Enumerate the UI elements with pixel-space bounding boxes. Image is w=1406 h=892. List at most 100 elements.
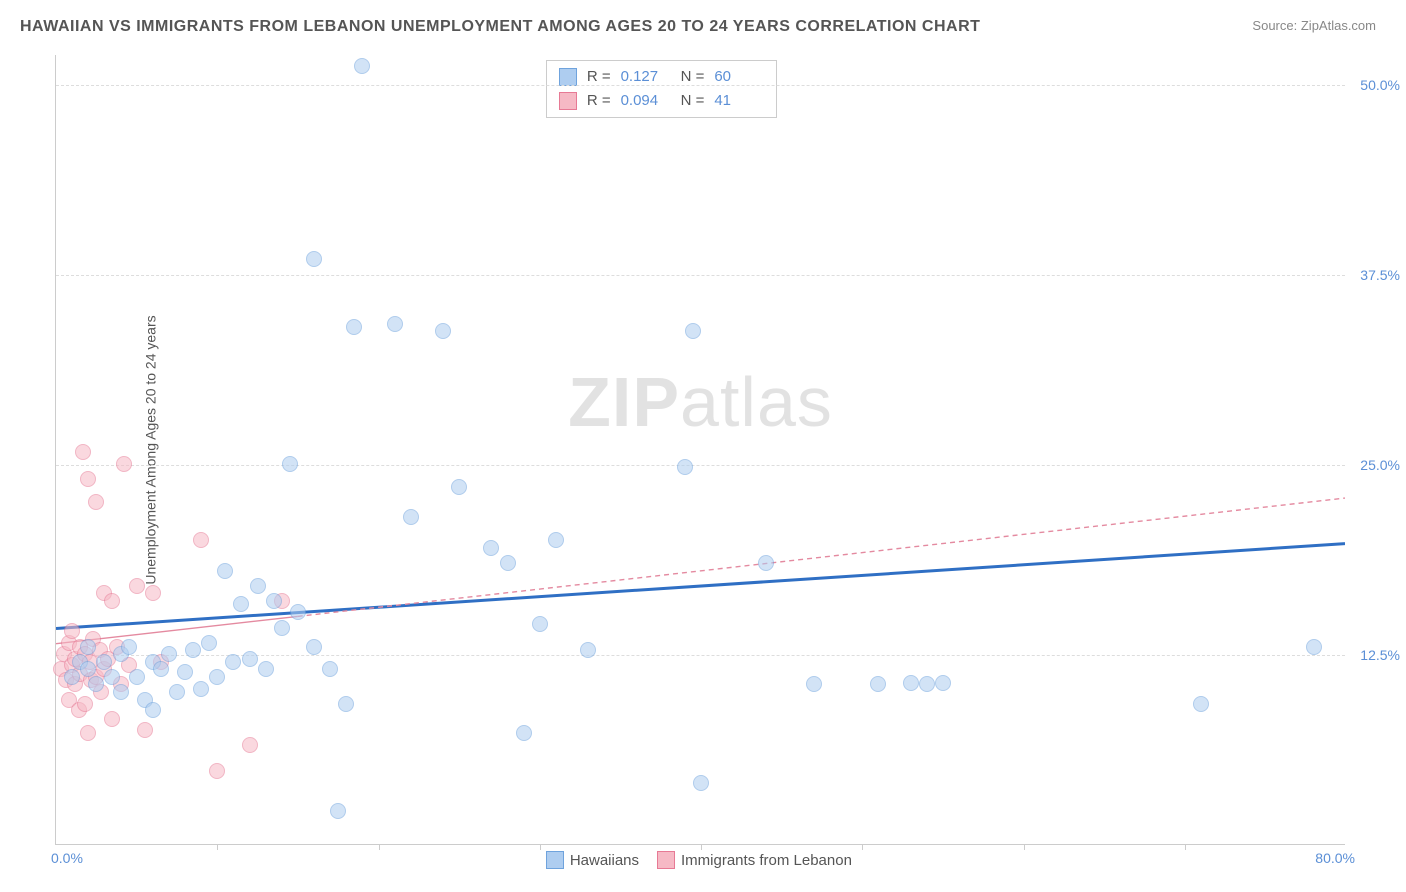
gridline — [56, 275, 1345, 276]
x-axis-max-label: 80.0% — [1315, 850, 1355, 866]
x-tick — [862, 844, 863, 850]
x-tick — [701, 844, 702, 850]
data-point — [209, 763, 225, 779]
data-point — [403, 509, 419, 525]
data-point — [532, 616, 548, 632]
data-point — [330, 803, 346, 819]
y-axis-title: Unemployment Among Ages 20 to 24 years — [143, 315, 159, 584]
data-point — [169, 684, 185, 700]
data-point — [80, 471, 96, 487]
trend-lines — [56, 55, 1345, 844]
data-point — [387, 316, 403, 332]
data-point — [677, 459, 693, 475]
n-value: 41 — [714, 89, 764, 113]
data-point — [209, 669, 225, 685]
correlation-stats-box: R = 0.127 N = 60 R = 0.094 N = 41 — [546, 60, 778, 118]
data-point — [346, 319, 362, 335]
data-point — [903, 675, 919, 691]
data-point — [80, 639, 96, 655]
chart-title: HAWAIIAN VS IMMIGRANTS FROM LEBANON UNEM… — [20, 18, 980, 36]
legend-label: Hawaiians — [570, 852, 639, 869]
data-point — [129, 669, 145, 685]
data-point — [161, 646, 177, 662]
source-value: ZipAtlas.com — [1301, 18, 1376, 33]
source-label: Source: — [1252, 18, 1297, 33]
scatter-chart: Unemployment Among Ages 20 to 24 years Z… — [55, 55, 1345, 845]
x-tick — [217, 844, 218, 850]
data-point — [266, 593, 282, 609]
data-point — [322, 661, 338, 677]
data-point — [282, 456, 298, 472]
data-point — [451, 479, 467, 495]
legend-label: Immigrants from Lebanon — [681, 852, 852, 869]
gridline — [56, 465, 1345, 466]
data-point — [233, 596, 249, 612]
data-point — [516, 725, 532, 741]
data-point — [242, 651, 258, 667]
x-tick — [1185, 844, 1186, 850]
data-point — [137, 722, 153, 738]
data-point — [75, 444, 91, 460]
data-point — [306, 639, 322, 655]
data-point — [1306, 639, 1322, 655]
data-point — [116, 456, 132, 472]
x-tick — [540, 844, 541, 850]
data-point — [217, 563, 233, 579]
data-point — [935, 675, 951, 691]
data-point — [193, 681, 209, 697]
data-point — [500, 555, 516, 571]
source-attribution: Source: ZipAtlas.com — [1252, 18, 1376, 33]
data-point — [483, 540, 499, 556]
data-point — [77, 696, 93, 712]
data-point — [274, 620, 290, 636]
n-label: N = — [681, 89, 705, 113]
data-point — [693, 775, 709, 791]
data-point — [64, 623, 80, 639]
data-point — [104, 669, 120, 685]
swatch-hawaiians — [546, 851, 564, 869]
legend-item-lebanon: Immigrants from Lebanon — [657, 851, 852, 869]
data-point — [153, 661, 169, 677]
series-legend: Hawaiians Immigrants from Lebanon — [546, 851, 852, 869]
data-point — [104, 593, 120, 609]
swatch-lebanon — [657, 851, 675, 869]
x-tick — [379, 844, 380, 850]
swatch-lebanon — [559, 92, 577, 110]
data-point — [919, 676, 935, 692]
data-point — [258, 661, 274, 677]
data-point — [306, 251, 322, 267]
data-point — [338, 696, 354, 712]
y-tick-label: 37.5% — [1360, 267, 1400, 283]
stats-row-lebanon: R = 0.094 N = 41 — [559, 89, 765, 113]
data-point — [806, 676, 822, 692]
data-point — [177, 664, 193, 680]
data-point — [250, 578, 266, 594]
data-point — [80, 661, 96, 677]
watermark: ZIPatlas — [568, 362, 833, 442]
data-point — [64, 669, 80, 685]
data-point — [80, 725, 96, 741]
data-point — [104, 711, 120, 727]
data-point — [225, 654, 241, 670]
data-point — [193, 532, 209, 548]
data-point — [1193, 696, 1209, 712]
x-tick — [1024, 844, 1025, 850]
gridline — [56, 85, 1345, 86]
data-point — [96, 654, 112, 670]
watermark-atlas: atlas — [680, 363, 833, 441]
data-point — [88, 494, 104, 510]
y-tick-label: 25.0% — [1360, 457, 1400, 473]
data-point — [88, 676, 104, 692]
r-value: 0.094 — [621, 89, 671, 113]
y-tick-label: 50.0% — [1360, 77, 1400, 93]
data-point — [129, 578, 145, 594]
data-point — [758, 555, 774, 571]
data-point — [145, 702, 161, 718]
r-label: R = — [587, 89, 611, 113]
data-point — [435, 323, 451, 339]
data-point — [290, 604, 306, 620]
swatch-hawaiians — [559, 68, 577, 86]
data-point — [685, 323, 701, 339]
data-point — [548, 532, 564, 548]
legend-item-hawaiians: Hawaiians — [546, 851, 639, 869]
